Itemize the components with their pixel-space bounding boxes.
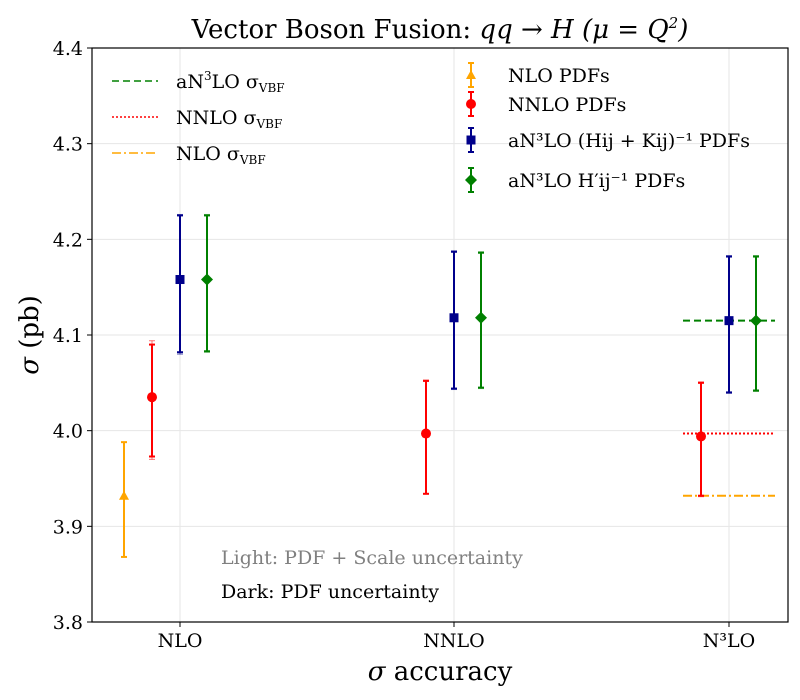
data-series bbox=[119, 213, 762, 558]
legend-left-label-1: NNLO σVBF bbox=[176, 107, 282, 131]
legend-right-marker-0 bbox=[466, 70, 476, 79]
y-tick-label-5: 4.3 bbox=[53, 134, 83, 156]
series-1 bbox=[147, 340, 706, 498]
data-point-2-0 bbox=[175, 275, 185, 285]
series-3 bbox=[201, 213, 762, 392]
y-tick-label-1: 3.9 bbox=[53, 516, 83, 538]
legend-right-label-3: aN³LO H′ij⁻¹ PDFs bbox=[508, 170, 685, 192]
data-point-3-0 bbox=[201, 273, 213, 286]
y-tick-label-2: 4.0 bbox=[53, 421, 83, 443]
legend-left-label-0: aN3LO σVBF bbox=[176, 69, 285, 95]
data-point-1-2 bbox=[696, 431, 706, 442]
legend-reference-lines: aN3LO σVBF NNLO σVBF NLO σVBF bbox=[112, 69, 285, 167]
data-point-3-2 bbox=[750, 314, 762, 327]
data-point-2-2 bbox=[724, 316, 734, 326]
x-tick-label-0: NLO bbox=[158, 630, 203, 652]
x-tick-label-1: NNLO bbox=[423, 630, 484, 652]
data-point-2-1 bbox=[449, 313, 459, 323]
y-axis-ticks: 3.8 3.9 4.0 4.1 4.2 4.3 4.4 bbox=[53, 38, 92, 634]
legend-right-label-0: NLO PDFs bbox=[508, 65, 610, 87]
data-point-3-1 bbox=[475, 311, 487, 324]
y-axis-title: σ (pb) bbox=[15, 295, 45, 375]
series-2 bbox=[175, 213, 734, 394]
legend-right-label-2: aN³LO (Hij + Kij)⁻¹ PDFs bbox=[508, 130, 750, 152]
legend-right-marker-2 bbox=[466, 135, 476, 145]
y-tick-label-3: 4.1 bbox=[53, 325, 83, 347]
x-axis-ticks: NLO NNLO N³LO bbox=[158, 622, 755, 652]
y-tick-label-0: 3.8 bbox=[53, 612, 83, 634]
x-tick-label-2: N³LO bbox=[703, 630, 755, 652]
data-point-0-0 bbox=[119, 490, 129, 500]
legend-left-label-2: NLO σVBF bbox=[176, 143, 266, 167]
y-tick-label-6: 4.4 bbox=[53, 38, 83, 60]
legend-right-label-1: NNLO PDFs bbox=[508, 94, 626, 116]
annotation-light: Light: PDF + Scale uncertainty bbox=[221, 547, 523, 569]
series-0 bbox=[119, 441, 129, 558]
data-point-1-1 bbox=[421, 428, 431, 439]
legend-right-marker-3 bbox=[465, 174, 477, 186]
data-point-1-0 bbox=[147, 392, 157, 403]
y-tick-label-4: 4.2 bbox=[53, 229, 83, 251]
annotation-dark: Dark: PDF uncertainty bbox=[221, 581, 439, 603]
legend-right-marker-1 bbox=[466, 99, 476, 109]
chart-title: Vector Boson Fusion: qq → H (μ = Q2) bbox=[191, 14, 689, 45]
legend-pdf-series: NLO PDFs NNLO PDFs aN³LO (Hij + Kij)⁻¹ PDF… bbox=[465, 62, 750, 193]
x-axis-title: σ accuracy bbox=[368, 657, 513, 687]
